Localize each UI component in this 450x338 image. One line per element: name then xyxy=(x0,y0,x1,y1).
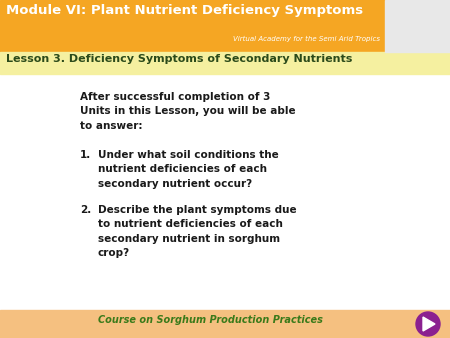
Text: Lesson 3. Deficiency Symptoms of Secondary Nutrients: Lesson 3. Deficiency Symptoms of Seconda… xyxy=(6,54,352,64)
Text: Virtual Academy for the Semi Arid Tropics: Virtual Academy for the Semi Arid Tropic… xyxy=(233,36,380,42)
Text: Module VI: Plant Nutrient Deficiency Symptoms: Module VI: Plant Nutrient Deficiency Sym… xyxy=(6,4,363,17)
Circle shape xyxy=(416,312,440,336)
Bar xyxy=(0,0,450,52)
Bar xyxy=(385,0,450,52)
Text: 1.: 1. xyxy=(80,150,91,160)
Text: Under what soil conditions the
nutrient deficiencies of each
secondary nutrient : Under what soil conditions the nutrient … xyxy=(98,150,279,189)
Polygon shape xyxy=(423,317,435,331)
Text: 2.: 2. xyxy=(80,205,91,215)
Bar xyxy=(0,74,450,338)
Text: After successful completion of 3
Units in this Lesson, you will be able
to answe: After successful completion of 3 Units i… xyxy=(80,92,296,131)
Text: Describe the plant symptoms due
to nutrient deficiencies of each
secondary nutri: Describe the plant symptoms due to nutri… xyxy=(98,205,297,258)
Bar xyxy=(0,52,450,74)
Text: Course on Sorghum Production Practices: Course on Sorghum Production Practices xyxy=(98,315,323,325)
Bar xyxy=(0,310,450,338)
